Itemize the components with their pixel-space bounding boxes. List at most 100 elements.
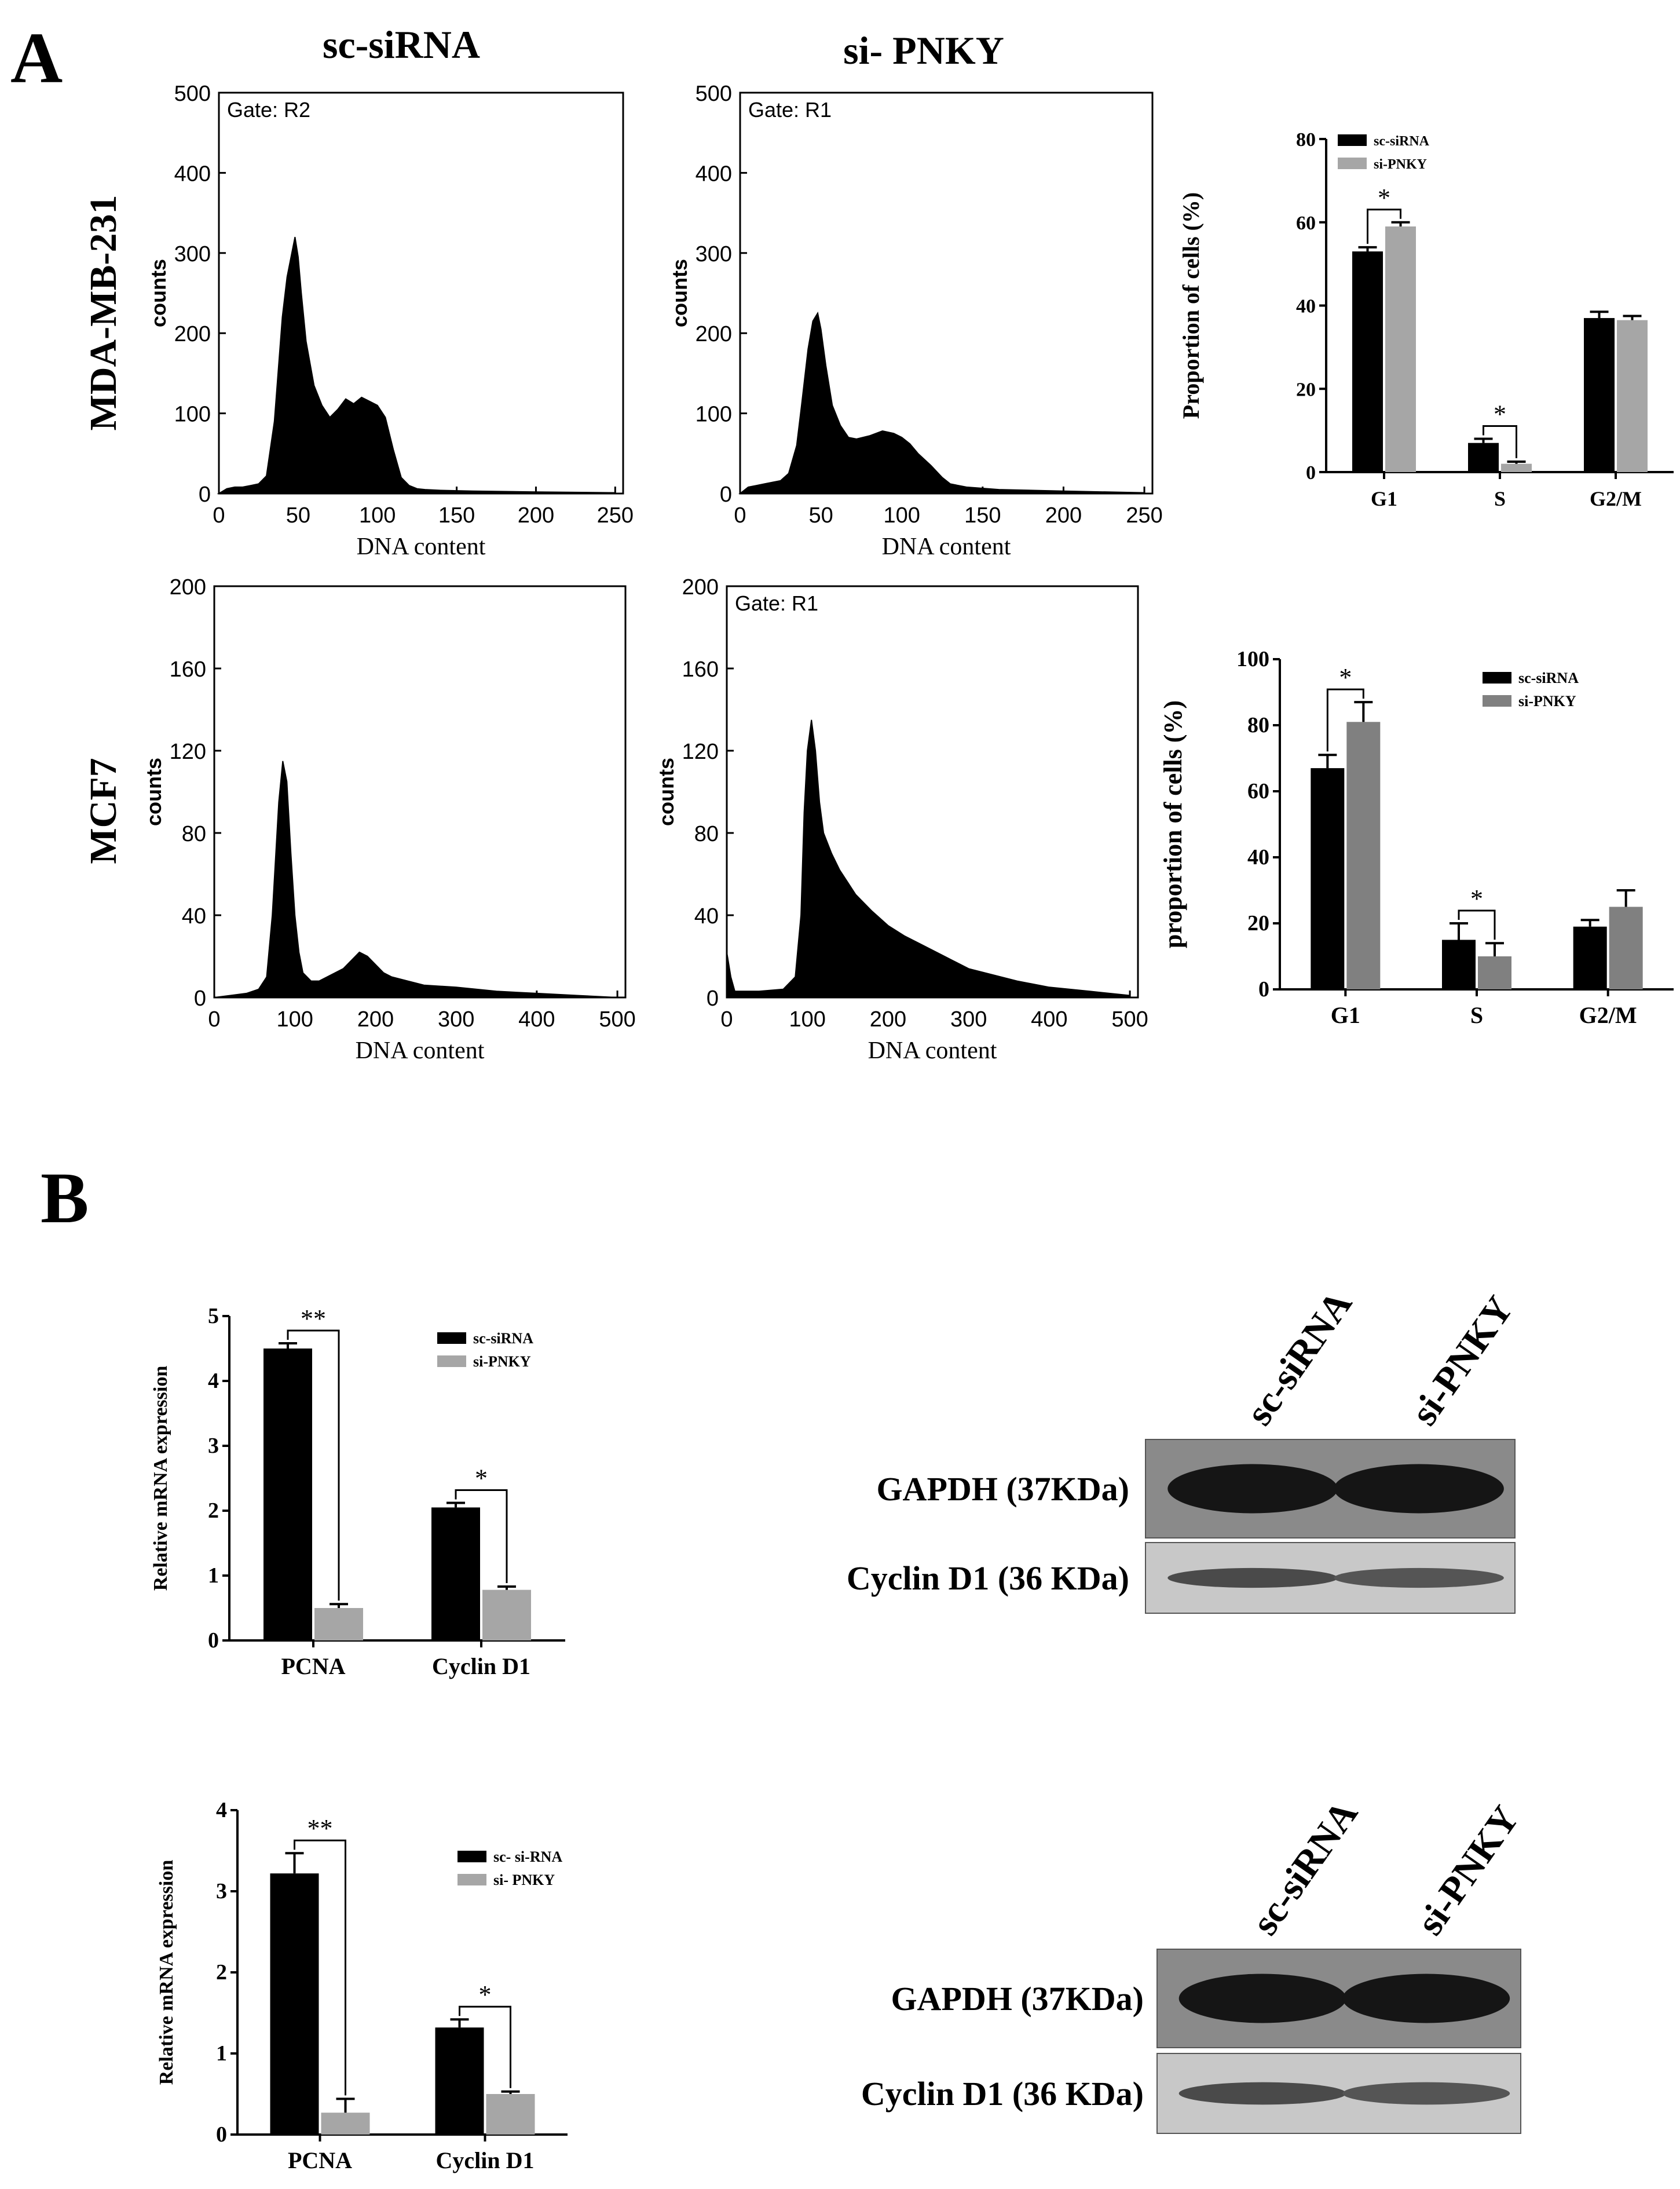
significance-bracket: [455, 1489, 508, 1584]
y-tick-label: 80: [694, 822, 719, 846]
y-tick-label: 40: [1296, 296, 1316, 317]
bar-sc-siRNA-G2/M: [1573, 926, 1607, 989]
y-tick-label: 2: [208, 1499, 219, 1523]
y-tick-label: 3: [208, 1434, 219, 1458]
x-tick-label: G1: [1331, 1002, 1360, 1028]
y-axis-label: proportion of cells (%): [1159, 700, 1187, 948]
x-axis-label: DNA content: [882, 533, 1011, 560]
y-tick-label: 120: [682, 740, 719, 764]
y-tick-label: 0: [199, 483, 211, 507]
legend-label: sc-siRNA: [473, 1330, 533, 1347]
x-axis-label: DNA content: [357, 533, 486, 560]
y-tick-label: 1: [208, 1563, 219, 1588]
bar-si-PNKY-PCNA: [314, 1608, 363, 1640]
band: [1167, 1567, 1338, 1588]
x-tick-label: 250: [1126, 503, 1162, 528]
legend-swatch: [1483, 672, 1511, 684]
x-tick-label: PCNA: [281, 1653, 345, 1679]
histogram-mcf7-sc-sirna: 0 40 80 120 160 200 0 100 200 300 400 500 DNA conten…: [142, 575, 636, 1064]
y-tick-label: 40: [694, 904, 719, 929]
y-tick-label: 60: [1247, 779, 1269, 803]
x-tick-label: 50: [808, 503, 833, 528]
significance-label: **: [308, 1814, 333, 1843]
legend-swatch: [1338, 158, 1367, 169]
row-label-mcf7: MCF7: [82, 758, 125, 864]
bar-si-PNKY-PCNA: [321, 2113, 370, 2135]
y-tick-label: 80: [1296, 129, 1316, 151]
y-axis-label: counts: [147, 259, 170, 327]
bar-sc-siRNA-PCNA: [263, 1349, 312, 1640]
bar-si-PNKY-Cyclin D1: [486, 2094, 535, 2135]
bar-si-PNKY-G1: [1346, 722, 1381, 989]
panel-b-letter: B: [41, 1159, 89, 1238]
histogram-mda-si-pnky: 0 100 200 300 400 500 0 50 100 150 200 250 DNA conte…: [668, 82, 1163, 560]
significance-bracket: [287, 1329, 340, 1601]
bar-si-PNKY-G2/M: [1609, 907, 1643, 989]
bar-chart-mda-mrna: 0 1 2 3 4 5 Relative mRNA expression PCNA ** Cycl…: [150, 1304, 565, 1679]
x-tick-label: G2/M: [1579, 1002, 1637, 1028]
plot-frame: [726, 585, 1139, 999]
y-tick-label: 4: [208, 1369, 219, 1393]
y-tick-label: 0: [1306, 462, 1316, 484]
histogram-area: [214, 761, 618, 998]
x-tick-label: 200: [518, 503, 554, 528]
x-tick-label: 250: [597, 503, 634, 528]
legend-label: si-PNKY: [1518, 693, 1576, 710]
gate-label: Gate: R2: [227, 98, 310, 122]
band: [1178, 1974, 1346, 2023]
x-axis-label: DNA content: [356, 1037, 485, 1064]
bar-sc-siRNA-Cyclin D1: [431, 1507, 480, 1640]
x-tick-label: Cyclin D1: [432, 1653, 530, 1679]
histogram-mcf7-si-pnky: 0 40 80 120 160 200 0 100 200 300 400 500 DNA conten…: [654, 575, 1148, 1064]
y-tick-label: 80: [1247, 713, 1269, 737]
significance-bracket: [1483, 425, 1517, 459]
y-axis-label: counts: [668, 259, 691, 327]
band: [1178, 2082, 1346, 2105]
lane-label: sc-siRNA: [1238, 1283, 1360, 1432]
x-tick-label: 100: [884, 503, 920, 528]
western-blot-mcf7: sc-siRNA si-PNKY GAPDH (37KDa) Cyclin D1 (3…: [861, 1793, 1527, 2134]
band: [1334, 1464, 1504, 1514]
y-tick-label: 100: [1236, 647, 1269, 671]
significance-label: *: [479, 1980, 492, 2009]
x-tick-label: PCNA: [288, 2147, 352, 2173]
histogram-mda-sc-sirna: 0 100 200 300 400 500 0 50 100 150 200 250 DNA conte…: [147, 82, 634, 560]
x-tick-label: 500: [599, 1007, 635, 1032]
significance-bracket: [459, 2005, 511, 2088]
histogram-area: [726, 719, 1131, 998]
significance-bracket: [1367, 209, 1401, 244]
bar-si-PNKY-G1: [1385, 226, 1416, 472]
significance-label: *: [475, 1464, 488, 1493]
y-tick-label: 20: [1247, 911, 1269, 935]
significance-label: *: [1339, 663, 1352, 692]
y-tick-label: 300: [696, 242, 732, 266]
bar-sc-siRNA-G1: [1352, 251, 1383, 472]
legend-label: si-PNKY: [1374, 157, 1427, 172]
x-tick-label: 200: [870, 1007, 906, 1032]
legend-swatch: [1483, 695, 1511, 707]
x-axis-label: DNA content: [868, 1037, 997, 1064]
x-tick-label: 500: [1111, 1007, 1148, 1032]
y-tick-label: 120: [170, 740, 206, 764]
x-tick-label: 0: [734, 503, 746, 528]
y-tick-label: 0: [208, 1628, 219, 1653]
legend-label: si-PNKY: [473, 1353, 531, 1370]
y-axis-label: counts: [142, 758, 166, 826]
bar-sc-siRNA-G2/M: [1584, 318, 1615, 472]
band: [1342, 2082, 1510, 2105]
x-tick-label: 0: [720, 1007, 733, 1032]
protein-label: GAPDH (37KDa): [891, 1980, 1144, 2018]
y-tick-label: 500: [696, 82, 732, 106]
significance-label: **: [301, 1304, 326, 1333]
y-tick-label: 100: [696, 403, 732, 427]
x-tick-label: Cyclin D1: [436, 2147, 535, 2173]
x-tick-label: G2/M: [1590, 487, 1642, 510]
significance-bracket: [1326, 688, 1364, 752]
y-tick-label: 4: [216, 1798, 227, 1822]
legend-swatch: [1338, 134, 1367, 146]
y-tick-label: 200: [696, 322, 732, 346]
x-tick-label: 200: [1045, 503, 1082, 528]
y-tick-label: 400: [696, 162, 732, 186]
y-axis-label: Relative mRNA expression: [150, 1366, 171, 1591]
